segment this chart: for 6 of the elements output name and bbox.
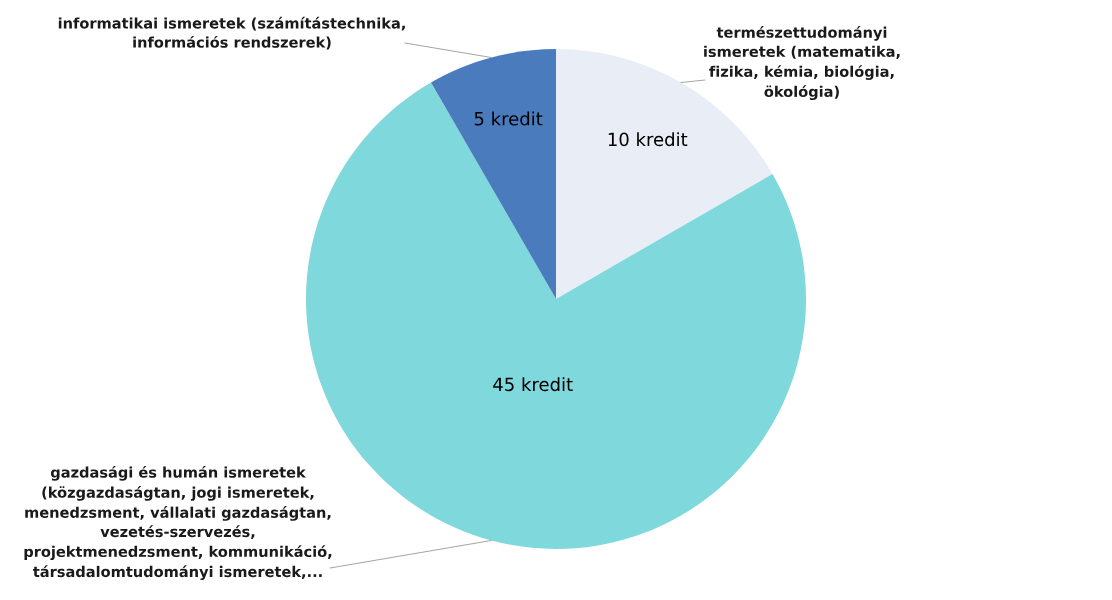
slice-label: informatikai ismeretek (számítástechnika, információs rendszerek)	[58, 16, 405, 50]
data-label: 10 kredit	[608, 132, 688, 147]
data-label: 5 kredit	[474, 111, 543, 126]
data-label: 45 kredit	[493, 377, 573, 392]
slice-label: természettudományi ismeretek (matematika, fizika, kémia, biológia, ökológia)	[704, 25, 900, 101]
slice-label: gazdasági és humán ismeretek (közgazdaságtan, jogi ismeretek, menedzsment, vállalati gazdaságtan, vezetés-szervezés, projektmenedzsment, kommunikáció, társadalomtudományi ismeretek,...	[24, 465, 332, 581]
